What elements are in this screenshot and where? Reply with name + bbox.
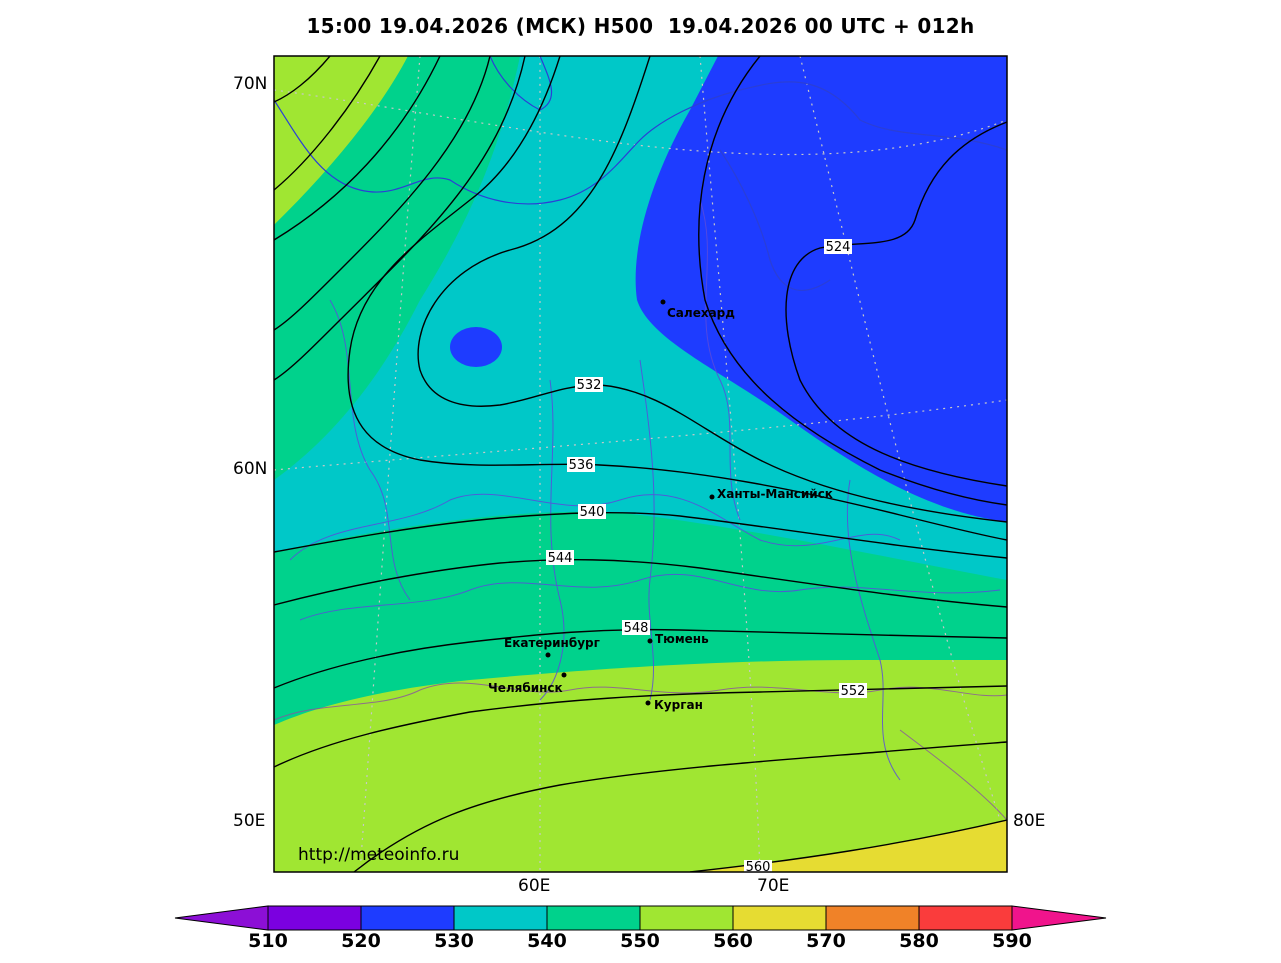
map-title: 15:00 19.04.2026 (МСК) H500 19.04.2026 0… xyxy=(306,14,975,38)
map-frame xyxy=(273,55,1008,873)
contour-label-548: 548 xyxy=(624,621,649,636)
city-label-chelyabinsk: Челябинск xyxy=(488,681,563,695)
contour-label-544: 544 xyxy=(548,551,573,566)
contour-564 xyxy=(274,56,381,191)
city-dot-khanty xyxy=(709,494,715,500)
contour-544b xyxy=(274,56,526,381)
city-label-salekhard: Салехард xyxy=(667,306,735,320)
city-dot-salekhard xyxy=(660,299,666,305)
city-label-kurgan: Курган xyxy=(654,698,703,712)
coastline xyxy=(274,56,1007,291)
colorbar xyxy=(174,905,1107,931)
contour-532 xyxy=(417,56,1007,523)
contour-lines xyxy=(274,56,1007,872)
colorbar-tick: 580 xyxy=(899,930,939,952)
lon-label-70: 70E xyxy=(757,876,790,896)
colorbar-tick: 560 xyxy=(713,930,753,952)
city-label-tyumen: Тюмень xyxy=(655,632,709,646)
fill-520-530 xyxy=(635,56,1007,522)
cities: Салехард Ханты-Мансийск Екатеринбург Тюм… xyxy=(488,299,833,712)
colorbar-tick: 550 xyxy=(620,930,660,952)
colorbar-tick: 520 xyxy=(341,930,381,952)
contour-568 xyxy=(274,56,331,103)
colorbar-low-arrow xyxy=(174,905,269,931)
region-borders xyxy=(289,199,1001,781)
city-label-ekb: Екатеринбург xyxy=(504,636,600,650)
contour-label-524: 524 xyxy=(826,240,851,255)
colorbar-520-530b xyxy=(360,905,455,931)
lat-label-60: 60N xyxy=(233,459,268,479)
lon-label-80: 80E xyxy=(1013,811,1046,831)
contour-label-540: 540 xyxy=(580,505,605,520)
contour-536 xyxy=(347,56,1007,541)
contour-540 xyxy=(274,511,1007,559)
fill-topleft-550-560 xyxy=(274,56,408,225)
colorbar-tick: 570 xyxy=(806,930,846,952)
colorbar-530-540 xyxy=(453,905,548,931)
lat-label-70: 70N xyxy=(233,74,268,94)
colorbar-520-530 xyxy=(267,905,362,931)
colorbar-tick: 510 xyxy=(248,930,288,952)
lon-label-60: 60E xyxy=(518,876,551,896)
graticule xyxy=(274,56,1007,872)
contour-552 xyxy=(274,685,1007,768)
contour-label-532: 532 xyxy=(577,378,602,393)
colorbar-tick: 530 xyxy=(434,930,474,952)
colorbar-550-560 xyxy=(639,905,734,931)
contour-label-536: 536 xyxy=(569,458,594,473)
fill-small-low xyxy=(450,327,502,367)
contour-544 xyxy=(274,559,1007,608)
contour-560 xyxy=(689,819,1007,872)
colorbar-540-550 xyxy=(546,905,641,931)
city-label-khanty: Ханты-Мансийск xyxy=(717,487,833,501)
colorbar-tick: 590 xyxy=(992,930,1032,952)
fill-left-540-550 xyxy=(274,56,520,460)
contour-548 xyxy=(274,628,1007,689)
contour-548b xyxy=(274,56,491,331)
city-dot-kurgan xyxy=(645,700,651,706)
colorbar-580-590 xyxy=(918,905,1013,931)
lon-label-50: 50E xyxy=(233,811,266,831)
colorbar-tick: 540 xyxy=(527,930,567,952)
watermark-link[interactable]: http://meteoinfo.ru xyxy=(298,845,460,865)
contour-524 xyxy=(785,121,1007,487)
map-fill-layer xyxy=(274,56,1007,872)
contour-556b xyxy=(274,56,441,241)
city-dot-chelyabinsk xyxy=(561,672,567,678)
colorbar-high-arrow xyxy=(1011,905,1107,931)
city-dot-tyumen xyxy=(647,638,653,644)
fill-560-570 xyxy=(690,820,1007,872)
colorbar-570-580 xyxy=(825,905,920,931)
contour-label-552: 552 xyxy=(841,684,866,699)
city-dot-ekb xyxy=(545,652,551,658)
contour-556 xyxy=(353,741,1007,872)
contour-528 xyxy=(698,56,1007,506)
colorbar-560-570 xyxy=(732,905,827,931)
contour-label-group: 524 532 536 540 544 548 552 560 xyxy=(546,239,867,875)
